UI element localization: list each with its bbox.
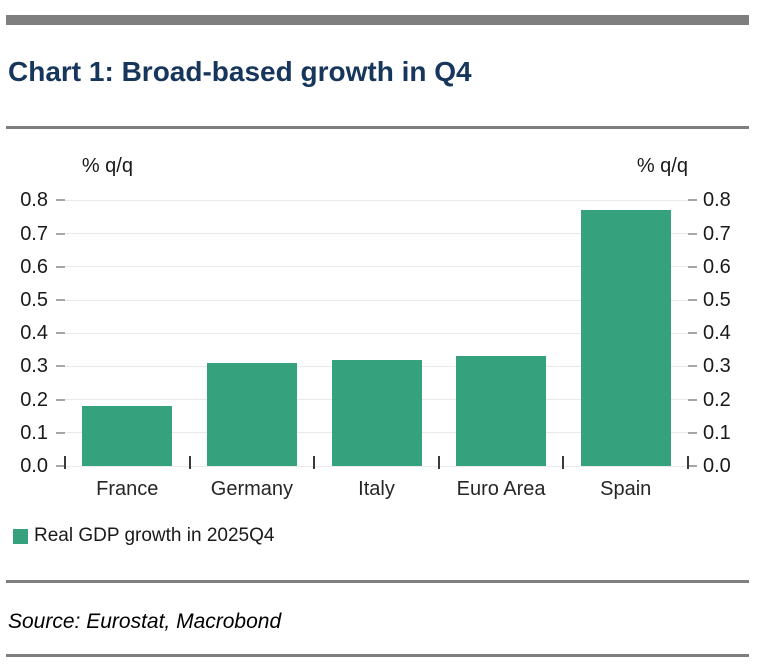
y-axis-label-right: 0.6 xyxy=(703,255,731,278)
x-axis-tick xyxy=(313,456,316,469)
source-divider-top xyxy=(6,580,749,583)
x-axis-tick xyxy=(188,456,191,469)
y-axis-tick-right xyxy=(687,398,697,401)
y-axis-tick-right xyxy=(687,265,697,268)
gridline xyxy=(65,199,688,201)
title-divider xyxy=(6,126,749,129)
y-axis-tick-left xyxy=(56,365,65,368)
x-axis-category-label: Spain xyxy=(600,478,652,500)
y-axis-label-right: 0.1 xyxy=(703,421,731,444)
source-text: Source: Eurostat, Macrobond xyxy=(8,610,282,633)
y-axis-label-right: 0.5 xyxy=(703,289,731,311)
y-axis-tick-left xyxy=(56,431,65,434)
y-axis-tick-left xyxy=(56,332,65,335)
y-axis-label-right: 0.8 xyxy=(703,189,731,212)
y-axis-label-left: 0.5 xyxy=(20,289,48,311)
y-axis-label-right: 0.0 xyxy=(703,455,731,477)
gridline xyxy=(65,465,688,467)
gridline xyxy=(65,233,688,235)
y-axis-tick-left xyxy=(56,265,65,268)
y-axis-tick-right xyxy=(687,465,697,467)
y-axis-tick-right xyxy=(687,332,697,335)
gridline xyxy=(65,299,688,301)
bar-spain xyxy=(580,210,671,466)
bar-germany xyxy=(206,363,297,466)
bar-italy xyxy=(331,359,422,466)
y-axis-label-left: 0.4 xyxy=(20,322,48,345)
top-divider-bar xyxy=(6,15,749,25)
gridline xyxy=(65,266,688,268)
y-axis-tick-left xyxy=(56,465,65,467)
y-axis-tick-left xyxy=(56,398,65,401)
y-axis-tick-right xyxy=(687,199,697,202)
gridline xyxy=(65,332,688,334)
y-axis-tick-left xyxy=(56,299,65,301)
x-axis-tick xyxy=(437,456,440,469)
x-axis-tick xyxy=(64,456,66,469)
y-axis-label-right: 0.7 xyxy=(703,222,731,245)
y-axis-label-left: 0.6 xyxy=(20,255,48,278)
y-axis-label-right: 0.4 xyxy=(703,322,731,345)
y-axis-label-left: 0.1 xyxy=(20,421,48,444)
bar-euro-area xyxy=(456,356,547,466)
y-axis-label-right: 0.3 xyxy=(703,355,731,378)
y-axis-label-left: 0.0 xyxy=(20,455,48,477)
legend-label: Real GDP growth in 2025Q4 xyxy=(34,525,275,546)
y-axis-label-right: 0.2 xyxy=(703,388,731,411)
y-axis-tick-left xyxy=(56,232,65,235)
y-axis-tick-left xyxy=(56,199,65,202)
x-axis-category-label: Euro Area xyxy=(456,478,546,500)
y-axis-tick-right xyxy=(687,232,697,235)
y-axis-label-left: 0.7 xyxy=(20,222,48,245)
y-axis-tick-right xyxy=(687,365,697,368)
legend: Real GDP growth in 2025Q4 xyxy=(13,525,275,546)
x-axis-tick xyxy=(687,456,689,469)
chart-title: Chart 1: Broad-based growth in Q4 xyxy=(8,56,472,87)
x-axis-category-label: Italy xyxy=(358,478,395,500)
y-axis-unit-label-left: % q/q xyxy=(81,155,133,177)
y-axis-label-left: 0.2 xyxy=(20,388,48,411)
x-axis-category-label: France xyxy=(96,478,159,500)
y-axis-label-left: 0.3 xyxy=(20,355,48,378)
source-divider-bottom xyxy=(6,654,749,657)
y-axis-tick-right xyxy=(687,299,697,301)
x-axis-tick xyxy=(562,456,565,469)
bar-france xyxy=(82,406,173,466)
y-axis-tick-right xyxy=(687,431,697,434)
y-axis-unit-label-right: % q/q xyxy=(636,155,688,177)
y-axis-label-left: 0.8 xyxy=(20,189,48,212)
x-axis-category-label: Germany xyxy=(210,478,294,500)
legend-swatch xyxy=(13,528,28,544)
